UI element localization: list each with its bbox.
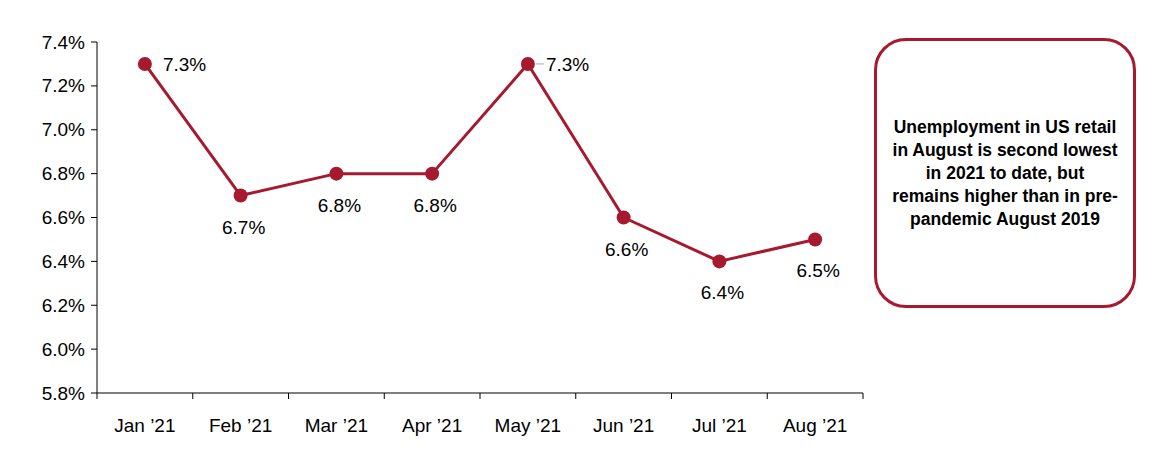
x-tick-label: Feb ’21	[209, 415, 272, 436]
annotation: Unemployment in US retail in August is s…	[874, 38, 1136, 308]
marker	[808, 232, 822, 246]
y-tick	[91, 42, 97, 43]
y-tick-label: 5.8%	[42, 383, 85, 404]
y-tick	[91, 129, 97, 130]
y-tick-label: 7.4%	[42, 32, 85, 53]
x-tick-label: Jul ’21	[692, 415, 747, 436]
x-tick-label: Mar ’21	[305, 415, 368, 436]
y-tick-label: 7.2%	[42, 75, 85, 96]
y-tick-label: 6.0%	[42, 339, 85, 360]
data-label: 6.8%	[318, 195, 361, 216]
x-tick-label: Jun ’21	[593, 415, 654, 436]
marker	[234, 189, 248, 203]
data-label: 7.3%	[163, 54, 206, 75]
leader-line	[536, 63, 544, 64]
y-tick-label: 6.4%	[42, 251, 85, 272]
data-label: 6.4%	[701, 282, 744, 303]
data-label: 6.8%	[413, 195, 456, 216]
y-tick	[91, 217, 97, 218]
x-tick-label: Aug ’21	[783, 415, 847, 436]
y-tick-label: 6.8%	[42, 163, 85, 184]
x-tick-label: May ’21	[495, 415, 562, 436]
marker	[521, 57, 535, 71]
marker	[329, 167, 343, 181]
x-tick	[192, 393, 193, 399]
x-tick	[97, 393, 98, 399]
y-tick	[91, 85, 97, 86]
x-tick	[384, 393, 385, 399]
marker	[138, 57, 152, 71]
plot-area	[138, 57, 822, 268]
x-tick	[288, 393, 289, 399]
series-line	[145, 64, 815, 261]
data-label: 6.6%	[605, 239, 648, 260]
data-label: 7.3%	[546, 54, 589, 75]
marker	[712, 254, 726, 268]
y-tick-label: 6.2%	[42, 295, 85, 316]
y-tick	[91, 349, 97, 350]
marker	[617, 211, 631, 225]
y-tick	[91, 173, 97, 174]
y-tick-label: 7.0%	[42, 119, 85, 140]
x-tick-label: Jan ’21	[114, 415, 175, 436]
x-tick-label: Apr ’21	[402, 415, 462, 436]
x-tick	[480, 393, 481, 399]
marker	[425, 167, 439, 181]
y-tick-label: 6.6%	[42, 207, 85, 228]
y-tick	[91, 261, 97, 262]
y-tick	[91, 393, 97, 394]
y-tick	[91, 305, 97, 306]
data-label: 6.5%	[796, 260, 839, 281]
x-tick	[863, 393, 864, 399]
x-tick	[671, 393, 672, 399]
x-tick	[767, 393, 768, 399]
x-tick	[575, 393, 576, 399]
data-label: 6.7%	[222, 217, 265, 238]
